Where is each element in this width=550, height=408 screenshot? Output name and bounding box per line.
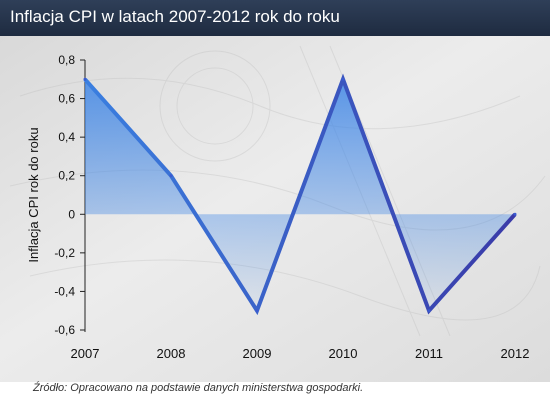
data-point <box>169 174 173 178</box>
chart-title: Inflacja CPI w latach 2007-2012 rok do r… <box>10 7 340 26</box>
y-tick-label: 0 <box>68 207 75 221</box>
x-tick-label: 2007 <box>71 346 100 361</box>
y-tick-label: -0,6 <box>54 323 75 337</box>
y-tick-label: 0,2 <box>58 169 75 183</box>
y-tick-label: 0,4 <box>58 130 75 144</box>
x-tick-label: 2010 <box>329 346 358 361</box>
x-tick-label: 2012 <box>501 346 530 361</box>
series-line <box>83 73 517 316</box>
y-tick-label: -0,4 <box>54 284 75 298</box>
y-tick-label: 0,6 <box>58 92 75 106</box>
data-point <box>427 309 431 313</box>
x-tick-label: 2011 <box>415 346 443 361</box>
y-axis-title: Inflacja CPI rok do roku <box>26 127 41 262</box>
data-point <box>255 309 259 313</box>
data-point <box>513 212 517 216</box>
x-tick-label: 2009 <box>243 346 272 361</box>
x-tick-label: 2008 <box>157 346 186 361</box>
y-tick-label: -0,2 <box>54 246 75 260</box>
data-point <box>83 77 87 81</box>
source-note: Źródło: Opracowano na podstawie danych m… <box>33 382 364 394</box>
y-tick-label: 0,8 <box>58 53 75 67</box>
plot-area: 0,8 0,6 0,4 0,2 0 -0,2 -0,4 -0,6 Inflacja CPI ro… <box>26 53 529 361</box>
title-bar: Inflacja CPI w latach 2007-2012 rok do r… <box>0 0 550 36</box>
chart-svg: 0,8 0,6 0,4 0,2 0 -0,2 -0,4 -0,6 Inflacja CPI ro… <box>0 36 550 382</box>
data-point <box>341 77 345 81</box>
